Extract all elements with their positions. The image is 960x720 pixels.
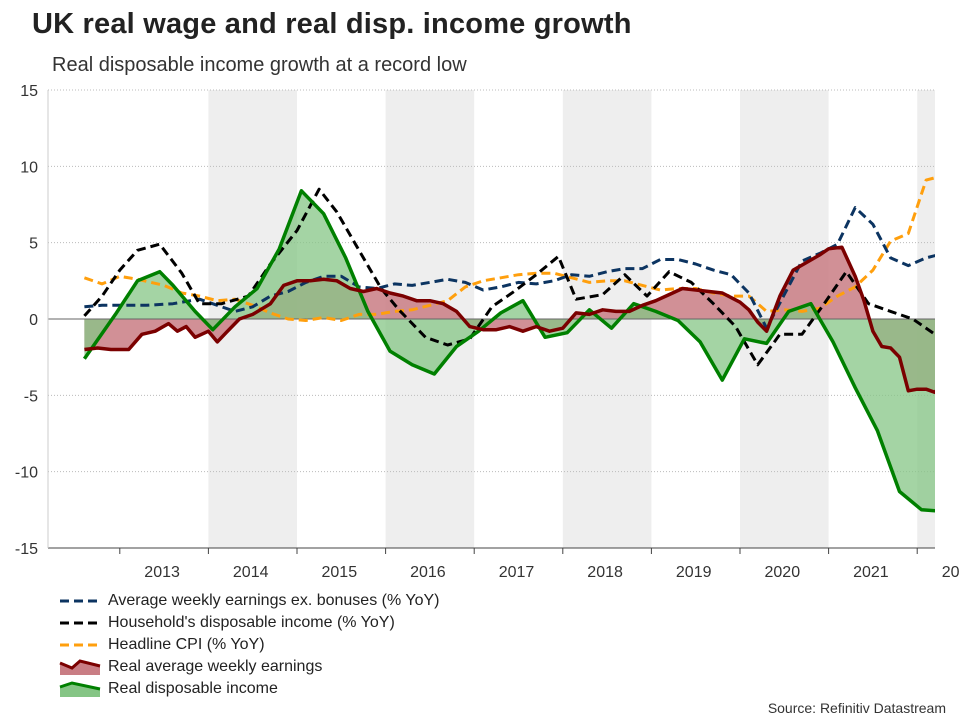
- legend-label-hdi: Household's disposable income (% YoY): [108, 614, 395, 631]
- legend-label-awe: Average weekly earnings ex. bonuses (% Y…: [108, 592, 440, 609]
- legend-swatch-real-di: [59, 681, 101, 697]
- y-tick-label: 5: [29, 236, 38, 253]
- legend-swatch-real-awe: [59, 659, 101, 675]
- real-awe-line: [84, 245, 935, 395]
- legend-label-cpi: Headline CPI (% YoY): [108, 636, 265, 653]
- y-tick-label: 15: [20, 83, 38, 100]
- x-tick-label: 2021: [853, 564, 889, 581]
- x-tick-label: 2016: [410, 564, 446, 581]
- legend-swatch-awe: [60, 599, 100, 603]
- y-tick-label: 10: [20, 159, 38, 176]
- legend-swatch-cpi: [60, 643, 100, 647]
- x-tick-label: 2017: [499, 564, 535, 581]
- legend-label-real-di: Real disposable income: [108, 680, 278, 697]
- y-tick-label: -5: [24, 388, 38, 405]
- legend-swatch-hdi: [60, 621, 100, 625]
- legend-item-real-di: Real disposable income: [58, 678, 439, 700]
- chart-subtitle: Real disposable income growth at a recor…: [52, 54, 467, 76]
- hdi-line: [83, 187, 935, 367]
- x-tick-label: 2022: [942, 564, 960, 581]
- plot-area: [48, 176, 935, 513]
- x-tick-label: 2018: [587, 564, 623, 581]
- x-tick-label: 2020: [765, 564, 801, 581]
- chart-legend: Average weekly earnings ex. bonuses (% Y…: [58, 590, 439, 700]
- legend-item-real-awe: Real average weekly earnings: [58, 656, 439, 678]
- legend-item-cpi: Headline CPI (% YoY): [58, 634, 439, 656]
- x-tick-label: 2014: [233, 564, 269, 581]
- x-tick-label: 2015: [322, 564, 358, 581]
- y-tick-label: 0: [29, 312, 38, 329]
- source-note: Source: Refinitiv Datastream: [767, 700, 946, 716]
- legend-item-awe: Average weekly earnings ex. bonuses (% Y…: [58, 590, 439, 612]
- y-tick-label: -15: [15, 541, 38, 558]
- x-tick-label: 2019: [676, 564, 712, 581]
- legend-item-hdi: Household's disposable income (% YoY): [58, 612, 439, 634]
- y-tick-label: -10: [15, 465, 38, 482]
- x-tick-label: 2013: [144, 564, 180, 581]
- cpi-line: [83, 176, 935, 322]
- real-di-area: [84, 190, 935, 511]
- legend-label-real-awe: Real average weekly earnings: [108, 658, 323, 675]
- real-di-line: [82, 189, 935, 513]
- chart-title: UK real wage and real disp. income growt…: [32, 8, 632, 40]
